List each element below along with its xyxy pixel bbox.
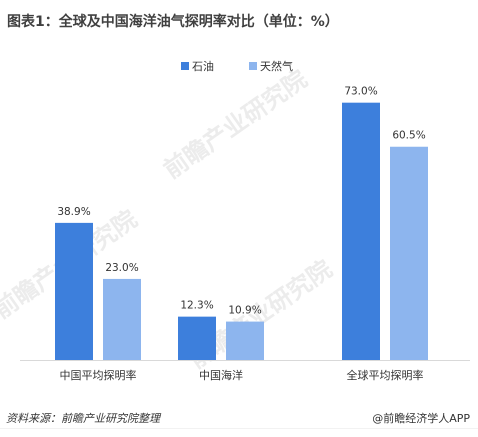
legend-swatch-oil [181, 62, 189, 70]
chart-title: 图表1：全球及中国海洋油气探明率对比（单位：%） [7, 14, 339, 30]
bar-gas-0 [103, 278, 141, 360]
x-tick-label-2: 全球平均探明率 [347, 368, 424, 382]
bar-gas-2 [390, 146, 428, 360]
legend-label-gas: 天然气 [260, 60, 293, 73]
x-tick-label-0: 中国平均探明率 [60, 368, 137, 382]
legend-item-oil: 石油 [181, 58, 214, 74]
bar-oil-1 [178, 316, 216, 360]
data-label-oil-0: 38.9% [57, 206, 90, 218]
data-label-gas-2: 60.5% [392, 130, 425, 142]
bar-oil-2 [342, 102, 380, 361]
legend-label-oil: 石油 [192, 60, 214, 73]
data-label-gas-0: 23.0% [105, 262, 138, 274]
data-label-oil-2: 73.0% [344, 86, 377, 98]
legend: 石油 天然气 [0, 58, 478, 74]
legend-swatch-gas [249, 62, 257, 70]
x-tick-label-1: 中国海洋 [199, 368, 243, 382]
bar-gas-1 [226, 321, 264, 360]
bar-oil-0 [55, 222, 93, 360]
data-label-gas-1: 10.9% [228, 305, 261, 317]
legend-item-gas: 天然气 [249, 58, 293, 74]
data-label-oil-1: 12.3% [180, 300, 213, 312]
brand-credit: @前瞻经济学人APP [372, 412, 470, 425]
source-note: 资料来源：前瞻产业研究院整理 [6, 412, 160, 425]
footer-divider [0, 428, 478, 429]
